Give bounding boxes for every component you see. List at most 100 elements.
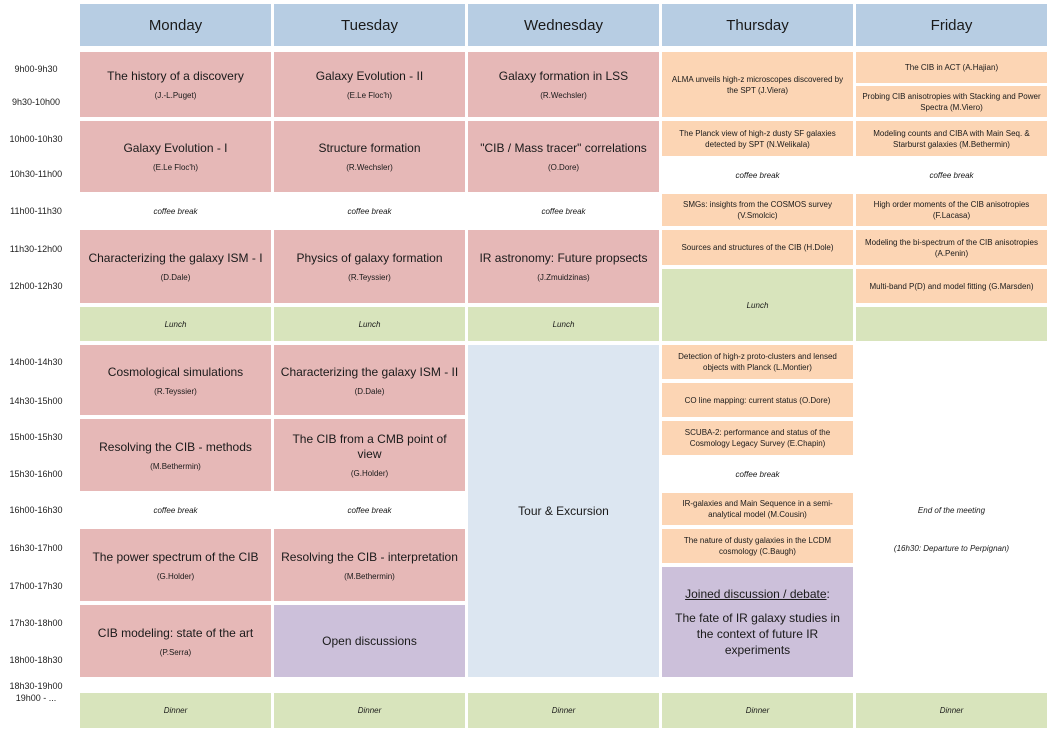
departure-note: (16h30: Departure to Perpignan) <box>856 533 1047 563</box>
talk-multiband-pd: Multi-band P(D) and model fitting (G.Mar… <box>856 269 1047 303</box>
session-speaker: (E.Le Floc'h) <box>346 91 393 100</box>
time-label: 11h00-11h30 <box>10 206 62 216</box>
session-title: Galaxy Evolution - II <box>315 69 424 83</box>
coffee-break-label: coffee break <box>735 469 780 479</box>
session-open-discussions: Open discussions <box>274 605 465 677</box>
talk-text: High order moments of the CIB anisotropi… <box>873 200 1030 220</box>
lunch-label: Lunch <box>552 319 575 329</box>
talk-smgs-cosmos: SMGs: insights from the COSMOS survey (V… <box>662 194 853 226</box>
session-title: Structure formation <box>318 141 421 155</box>
talk-text: SCUBA-2: performance and status of the C… <box>684 428 831 448</box>
lunch-slot: Lunch <box>274 307 465 341</box>
session-title: IR astronomy: Future propsects <box>479 251 648 265</box>
time-label: 15h00-15h30 <box>9 432 63 442</box>
coffee-break: coffee break <box>662 459 853 489</box>
coffee-break: coffee break <box>662 160 853 190</box>
lunch-slot: Lunch <box>662 269 853 341</box>
time-label: 12h00-12h30 <box>9 281 63 291</box>
debate-heading: Joined discussion / debate <box>685 587 827 601</box>
session-speaker: (G.Holder) <box>156 571 195 581</box>
coffee-break-label: coffee break <box>735 170 780 180</box>
session-speaker: (P.Serra) <box>159 647 192 657</box>
talk-text: SMGs: insights from the COSMOS survey (V… <box>683 200 832 220</box>
talk-text: Modeling counts and CIBA with Main Seq. … <box>873 128 1030 149</box>
talk-alma-spt: ALMA unveils high-z microscopes discover… <box>662 52 853 117</box>
time-label: 17h00-17h30 <box>9 581 63 591</box>
session-history-of-discovery: The history of a discovery (J.-L.Puget) <box>80 52 271 117</box>
session-speaker: (O.Dore) <box>547 163 580 172</box>
talk-text: CO line mapping: current status (O.Dore) <box>684 395 831 405</box>
dinner-slot: Dinner <box>80 693 271 728</box>
debate-session: Joined discussion / debate: The fate of … <box>662 567 853 677</box>
session-resolving-cib-interpretation: Resolving the CIB - interpretation (M.Be… <box>274 529 465 601</box>
session-title: CIB modeling: state of the art <box>97 625 254 640</box>
session-title: Open discussions <box>322 633 417 648</box>
session-cib-mass-tracer: "CIB / Mass tracer" correlations (O.Dore… <box>468 121 659 192</box>
session-title: "CIB / Mass tracer" correlations <box>480 141 647 155</box>
departure-label: (16h30: Departure to Perpignan) <box>893 543 1010 553</box>
session-structure-formation: Structure formation (R.Wechsler) <box>274 121 465 192</box>
coffee-break: coffee break <box>856 160 1047 190</box>
session-speaker: (D.Dale) <box>160 273 191 282</box>
time-label: 16h00-16h30 <box>9 505 63 515</box>
coffee-break-label: coffee break <box>347 505 392 515</box>
coffee-break: coffee break <box>274 196 465 226</box>
dinner-slot: Dinner <box>856 693 1047 728</box>
talk-text: The CIB in ACT (A.Hajian) <box>904 63 999 72</box>
time-label: 9h30-10h00 <box>11 97 61 107</box>
lunch-slot: Lunch <box>468 307 659 341</box>
talk-text: ALMA unveils high-z microscopes discover… <box>671 74 844 95</box>
lunch-slot: Lunch <box>80 307 271 341</box>
coffee-break: coffee break <box>80 495 271 525</box>
talk-ir-galaxies-main-sequence: IR-galaxies and Main Sequence in a semi-… <box>662 493 853 525</box>
talk-scuba2: SCUBA-2: performance and status of the C… <box>662 421 853 455</box>
session-galaxy-formation-lss: Galaxy formation in LSS (R.Wechsler) <box>468 52 659 117</box>
day-header-thursday: Thursday <box>662 4 853 46</box>
lunch-label: Lunch <box>746 300 769 310</box>
coffee-break-label: coffee break <box>541 206 586 216</box>
session-title: Resolving the CIB - methods <box>99 439 252 454</box>
day-header-monday: Monday <box>80 4 271 46</box>
talk-sources-cib: Sources and structures of the CIB (H.Dol… <box>662 230 853 265</box>
end-label: End of the meeting <box>917 505 986 515</box>
dinner-label: Dinner <box>357 706 382 715</box>
talk-dusty-galaxies-lcdm: The nature of dusty galaxies in the LCDM… <box>662 529 853 563</box>
session-speaker: (D.Dale) <box>354 386 385 396</box>
dinner-label: Dinner <box>939 706 964 715</box>
time-label: 16h30-17h00 <box>9 543 63 553</box>
talk-text: Modeling the bi-spectrum of the CIB anis… <box>865 237 1038 258</box>
session-speaker: (R.Teyssier) <box>348 273 391 282</box>
session-title: The CIB from a CMB point of view <box>292 432 447 461</box>
session-title: Galaxy Evolution - I <box>123 141 228 155</box>
tour-label: Tour & Excursion <box>518 503 609 518</box>
talk-cib-act: The CIB in ACT (A.Hajian) <box>856 52 1047 83</box>
session-galaxy-ism-2: Characterizing the galaxy ISM - II (D.Da… <box>274 345 465 415</box>
talk-text: Multi-band P(D) and model fitting (G.Mar… <box>869 281 1034 291</box>
session-title: Characterizing the galaxy ISM - II <box>280 364 459 379</box>
time-label: 14h30-15h00 <box>9 396 63 406</box>
lunch-label: Lunch <box>164 319 187 329</box>
session-title: Resolving the CIB - interpretation <box>281 549 458 564</box>
time-label: 18h00-18h30 <box>9 655 63 665</box>
coffee-break: coffee break <box>468 196 659 226</box>
talk-text: Detection of high-z proto-clusters and l… <box>678 352 837 372</box>
session-galaxy-ism-1: Characterizing the galaxy ISM - I (D.Dal… <box>80 230 271 303</box>
lunch-slot-empty <box>856 307 1047 341</box>
coffee-break-label: coffee break <box>153 505 198 515</box>
session-title: The history of a discovery <box>107 69 244 83</box>
session-title: Characterizing the galaxy ISM - I <box>88 251 263 265</box>
day-header-friday: Friday <box>856 4 1047 46</box>
time-label: 14h00-14h30 <box>9 357 63 367</box>
time-label: 19h00 - ... <box>15 693 57 703</box>
session-title: Physics of galaxy formation <box>296 251 443 265</box>
talk-text: Sources and structures of the CIB (H.Dol… <box>681 243 834 252</box>
debate-heading-line: Joined discussion / debate: <box>685 586 830 602</box>
session-speaker: (E.Le Floc'h) <box>152 163 199 172</box>
day-header-tuesday: Tuesday <box>274 4 465 46</box>
dinner-label: Dinner <box>551 706 576 715</box>
time-label: 11h30-12h00 <box>9 244 63 254</box>
time-label: 18h30-19h00 <box>9 681 63 691</box>
session-speaker: (R.Wechsler) <box>346 163 393 172</box>
session-speaker: (G.Holder) <box>350 469 389 478</box>
talk-text: The Planck view of high-z dusty SF galax… <box>679 128 836 149</box>
